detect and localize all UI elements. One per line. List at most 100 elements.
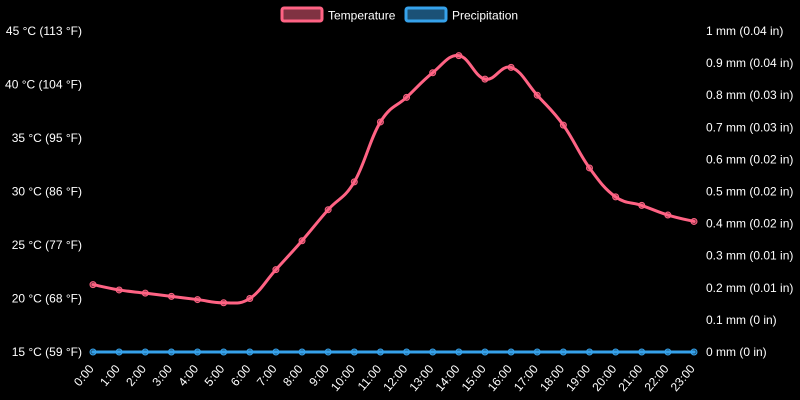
y-right-tick-label: 0.4 mm (0.02 in) — [706, 217, 793, 231]
x-tick-label: 14:00 — [433, 362, 463, 394]
y-left-tick-label: 15 °C (59 °F) — [12, 345, 82, 359]
data-point-precipitation[interactable] — [246, 348, 254, 356]
x-tick-label: 7:00 — [254, 362, 280, 389]
y-left-tick-label: 35 °C (95 °F) — [12, 131, 82, 145]
x-tick-label: 8:00 — [280, 362, 306, 389]
data-point-temperature[interactable] — [167, 292, 175, 300]
data-point-precipitation[interactable] — [455, 348, 463, 356]
data-point-temperature[interactable] — [298, 237, 306, 245]
data-point-precipitation[interactable] — [507, 348, 515, 356]
x-tick-label: 17:00 — [511, 362, 541, 394]
x-tick-label: 15:00 — [459, 362, 489, 394]
x-tick-label: 3:00 — [149, 362, 175, 389]
x-tick-label: 1:00 — [97, 362, 123, 389]
x-tick-label: 2:00 — [123, 362, 149, 389]
y-right-tick-label: 0.8 mm (0.03 in) — [706, 88, 793, 102]
data-point-temperature[interactable] — [638, 201, 646, 209]
y-right-tick-label: 0.5 mm (0.02 in) — [706, 185, 793, 199]
data-point-temperature[interactable] — [141, 289, 149, 297]
legend-swatch-temperature — [280, 6, 324, 23]
data-point-precipitation[interactable] — [638, 348, 646, 356]
data-point-temperature[interactable] — [507, 63, 515, 71]
y-axis-right: 0 mm (0 in) 0.1 mm (0 in) 0.2 mm (0.01 in)… — [706, 24, 793, 359]
x-tick-label: 19:00 — [563, 362, 593, 394]
data-point-temperature[interactable] — [533, 91, 541, 99]
data-point-precipitation[interactable] — [298, 348, 306, 356]
data-point-precipitation[interactable] — [141, 348, 149, 356]
y-left-tick-label: 40 °C (104 °F) — [5, 78, 82, 92]
data-point-precipitation[interactable] — [220, 348, 228, 356]
data-point-temperature[interactable] — [324, 206, 332, 214]
data-point-precipitation[interactable] — [272, 348, 280, 356]
y-right-tick-label: 1 mm (0.04 in) — [706, 24, 783, 38]
legend-swatch-precipitation — [404, 6, 448, 23]
legend-item-temperature[interactable]: Temperature — [280, 6, 396, 23]
y-right-tick-label: 0.3 mm (0.01 in) — [706, 249, 793, 263]
data-point-precipitation[interactable] — [585, 348, 593, 356]
data-point-precipitation[interactable] — [559, 348, 567, 356]
y-right-tick-label: 0 mm (0 in) — [706, 345, 767, 359]
data-point-precipitation[interactable] — [324, 348, 332, 356]
data-point-temperature[interactable] — [115, 286, 123, 294]
legend-label-temperature: Temperature — [328, 9, 396, 23]
data-point-precipitation[interactable] — [167, 348, 175, 356]
x-tick-label: 12:00 — [380, 362, 410, 394]
data-point-precipitation[interactable] — [664, 348, 672, 356]
y-right-tick-label: 0.2 mm (0.01 in) — [706, 281, 793, 295]
y-right-tick-label: 0.9 mm (0.04 in) — [706, 56, 793, 70]
x-axis: 0:00 1:00 2:00 3:00 4:00 5:00 6:00 7:00 8:00 9:00… — [71, 362, 698, 394]
data-point-temperature[interactable] — [690, 217, 698, 225]
data-point-temperature[interactable] — [481, 75, 489, 83]
data-point-precipitation[interactable] — [115, 348, 123, 356]
data-point-temperature[interactable] — [585, 164, 593, 172]
y-right-tick-label: 0.1 mm (0 in) — [706, 313, 777, 327]
data-point-precipitation[interactable] — [481, 348, 489, 356]
data-point-precipitation[interactable] — [690, 348, 698, 356]
x-tick-label: 6:00 — [228, 362, 254, 389]
data-point-precipitation[interactable] — [533, 348, 541, 356]
data-point-temperature[interactable] — [455, 52, 463, 60]
x-tick-label: 22:00 — [642, 362, 672, 394]
legend-label-precipitation: Precipitation — [452, 9, 518, 23]
data-point-temperature[interactable] — [246, 295, 254, 302]
data-point-temperature[interactable] — [89, 281, 97, 289]
y-right-tick-label: 0.7 mm (0.03 in) — [706, 120, 793, 134]
y-axis-left: 15 °C (59 °F) 20 °C (68 °F) 25 °C (77 °F) 3… — [5, 24, 82, 359]
chart-legend: Temperature Precipitation — [280, 6, 518, 23]
data-point-temperature[interactable] — [403, 93, 411, 101]
x-tick-label: 23:00 — [668, 362, 698, 394]
x-tick-label: 4:00 — [176, 362, 202, 389]
data-point-temperature[interactable] — [194, 296, 202, 304]
x-tick-label: 21:00 — [615, 362, 645, 394]
y-right-tick-label: 0.6 mm (0.02 in) — [706, 152, 793, 166]
data-point-temperature[interactable] — [559, 121, 567, 129]
data-point-temperature[interactable] — [220, 299, 228, 307]
data-point-temperature[interactable] — [429, 69, 437, 77]
data-point-temperature[interactable] — [272, 266, 280, 274]
series-layer — [89, 52, 698, 356]
data-point-temperature[interactable] — [664, 211, 672, 219]
y-left-tick-label: 45 °C (113 °F) — [6, 24, 82, 38]
data-point-precipitation[interactable] — [403, 348, 411, 356]
y-left-tick-label: 25 °C (77 °F) — [12, 238, 82, 252]
data-point-temperature[interactable] — [350, 178, 358, 186]
data-point-precipitation[interactable] — [429, 348, 437, 356]
legend-item-precipitation[interactable]: Precipitation — [404, 6, 518, 23]
data-point-precipitation[interactable] — [194, 348, 202, 356]
x-tick-label: 13:00 — [406, 362, 436, 394]
series-line-temperature — [91, 54, 696, 305]
y-left-tick-label: 20 °C (68 °F) — [12, 292, 82, 306]
x-tick-label: 11:00 — [355, 362, 385, 394]
y-left-tick-label: 30 °C (86 °F) — [12, 185, 82, 199]
x-tick-label: 16:00 — [485, 362, 515, 394]
data-point-precipitation[interactable] — [612, 348, 620, 356]
x-tick-label: 0:00 — [71, 362, 97, 389]
data-point-precipitation[interactable] — [350, 348, 358, 356]
data-point-precipitation[interactable] — [89, 348, 97, 356]
data-point-precipitation[interactable] — [376, 348, 384, 356]
x-tick-label: 10:00 — [328, 362, 358, 394]
data-point-temperature[interactable] — [612, 193, 620, 201]
data-point-temperature[interactable] — [376, 118, 384, 126]
x-tick-label: 20:00 — [589, 362, 619, 394]
